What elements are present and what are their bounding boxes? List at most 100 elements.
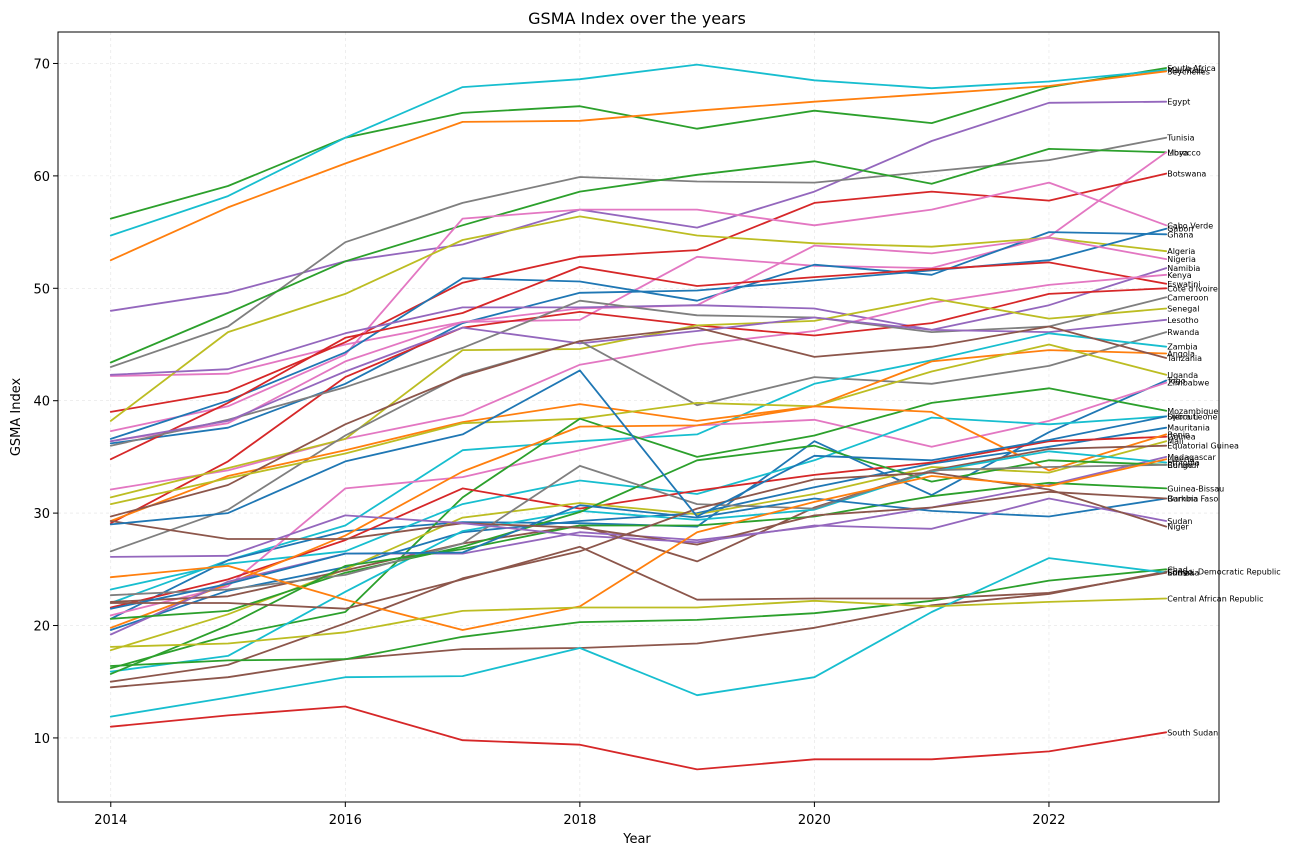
series-line [109,349,1168,522]
series-end-label: Somalia [1167,569,1199,578]
plot-frame [57,31,1220,803]
series-end-label: Cote d'Ivoire [1167,284,1218,293]
series-end-label: Mozambique [1167,407,1218,416]
series-line [109,405,1168,629]
series-end-label: Guinea-Bissau [1167,484,1224,493]
series-end-label: South Sudan [1167,728,1218,737]
series-line [109,136,1168,368]
series-end-label: Congo [1167,461,1193,470]
series-end-label: Zimbabwe [1167,379,1209,388]
series-end-label: Nigeria [1167,255,1196,264]
y-tick-label: 20 [33,620,50,635]
series-end-label: Cameroon [1167,293,1208,302]
y-axis-ticks: 10 20 30 40 50 60 70 [33,57,58,747]
series-line [109,497,1168,558]
series-line [109,181,1168,433]
series-end-label: Tanzania [1166,354,1202,363]
series-end-label: Tunisia [1166,134,1194,143]
y-tick-label: 50 [33,282,50,297]
series-line [109,100,1168,312]
series-end-label: Togo [1166,376,1186,385]
series-end-label: Kenya [1167,271,1192,280]
series-line [109,545,1168,610]
series-end-label: Guinea [1167,433,1195,442]
series-end-label: South Africa [1167,64,1216,73]
series-line [109,444,1168,620]
series-end-label: Algeria [1167,247,1195,256]
series-end-label: Sudan [1167,517,1192,526]
series-line [109,597,1168,648]
series-end-label: Chad [1167,565,1188,574]
series-line [109,481,1168,675]
series-line [109,67,1168,220]
series-end-label: Gambia [1167,494,1198,503]
series-line [109,63,1168,237]
series-end-label: Gabon [1167,225,1193,234]
series-lines [109,63,1168,771]
series-line [109,267,1168,376]
x-tick-label: 2020 [798,813,831,828]
x-axis-ticks: 2014 2016 2018 2020 2022 [94,802,1066,828]
y-tick-label: 70 [33,57,50,72]
series-end-label: Botswana [1167,170,1206,179]
series-line [109,147,1168,364]
x-tick-label: 2016 [329,813,362,828]
series-line [109,570,1168,689]
series-line [109,215,1168,422]
series-line [109,450,1168,673]
series-line [109,316,1168,443]
y-tick-label: 30 [33,507,50,522]
series-end-label: Morocco [1167,148,1201,157]
series-line [109,568,1168,667]
series-line [109,296,1168,447]
series-end-label: Eritrea [1167,569,1194,578]
series-end-label: Rwanda [1167,328,1199,337]
series-end-label: Congo, Democratic Republic [1167,568,1280,577]
series-end-label: Uganda [1167,371,1198,380]
series-line [109,490,1168,546]
y-tick-label: 10 [33,732,50,747]
series-end-label: Liberia [1167,455,1194,464]
series-line [109,151,1168,377]
series-end-label: Mali [1167,437,1183,446]
x-axis-label: Year [622,832,651,847]
series-end-label: Burundi [1167,461,1198,470]
series-end-label: Senegal [1167,305,1199,314]
series-line [109,458,1168,631]
y-axis-label: GSMA Index [9,378,24,457]
series-line [109,331,1168,553]
series-end-label: Eswatini [1167,280,1200,289]
series-end-label: Burkina Faso [1167,494,1218,503]
series-end-label: Seychelles [1167,67,1210,76]
x-tick-label: 2014 [94,813,127,828]
series-end-label: Benin [1167,430,1190,439]
series-line [109,426,1168,631]
series-line [109,705,1168,771]
y-tick-label: 60 [33,170,50,185]
series-end-label: Lesotho [1167,316,1199,325]
series-end-label: Angola [1167,349,1195,358]
chart-title: GSMA Index over the years [528,9,746,28]
series-line [109,343,1168,506]
series-end-label: Madagascar [1167,453,1216,462]
series-end-label: Mauritania [1167,424,1210,433]
series-end-label: Djibouti [1167,412,1198,421]
series-line [109,261,1168,461]
series-line [109,325,1168,518]
series-end-label: Zambia [1167,343,1197,352]
series-end-label: Central African Republic [1167,595,1263,604]
series-line [109,415,1168,591]
series-end-label: Namibia [1167,264,1200,273]
grid [58,32,1219,802]
y-tick-label: 40 [33,395,50,410]
x-tick-label: 2022 [1032,813,1065,828]
series-line [109,557,1168,718]
series-end-label: Cabo Verde [1167,221,1213,230]
series-line [109,70,1168,262]
series-end-label: Libya [1167,148,1188,157]
series-end-label: Mauritius [1167,66,1204,75]
series-end-label: Egypt [1167,98,1190,107]
series-end-label: Equatorial Guinea [1167,442,1239,451]
